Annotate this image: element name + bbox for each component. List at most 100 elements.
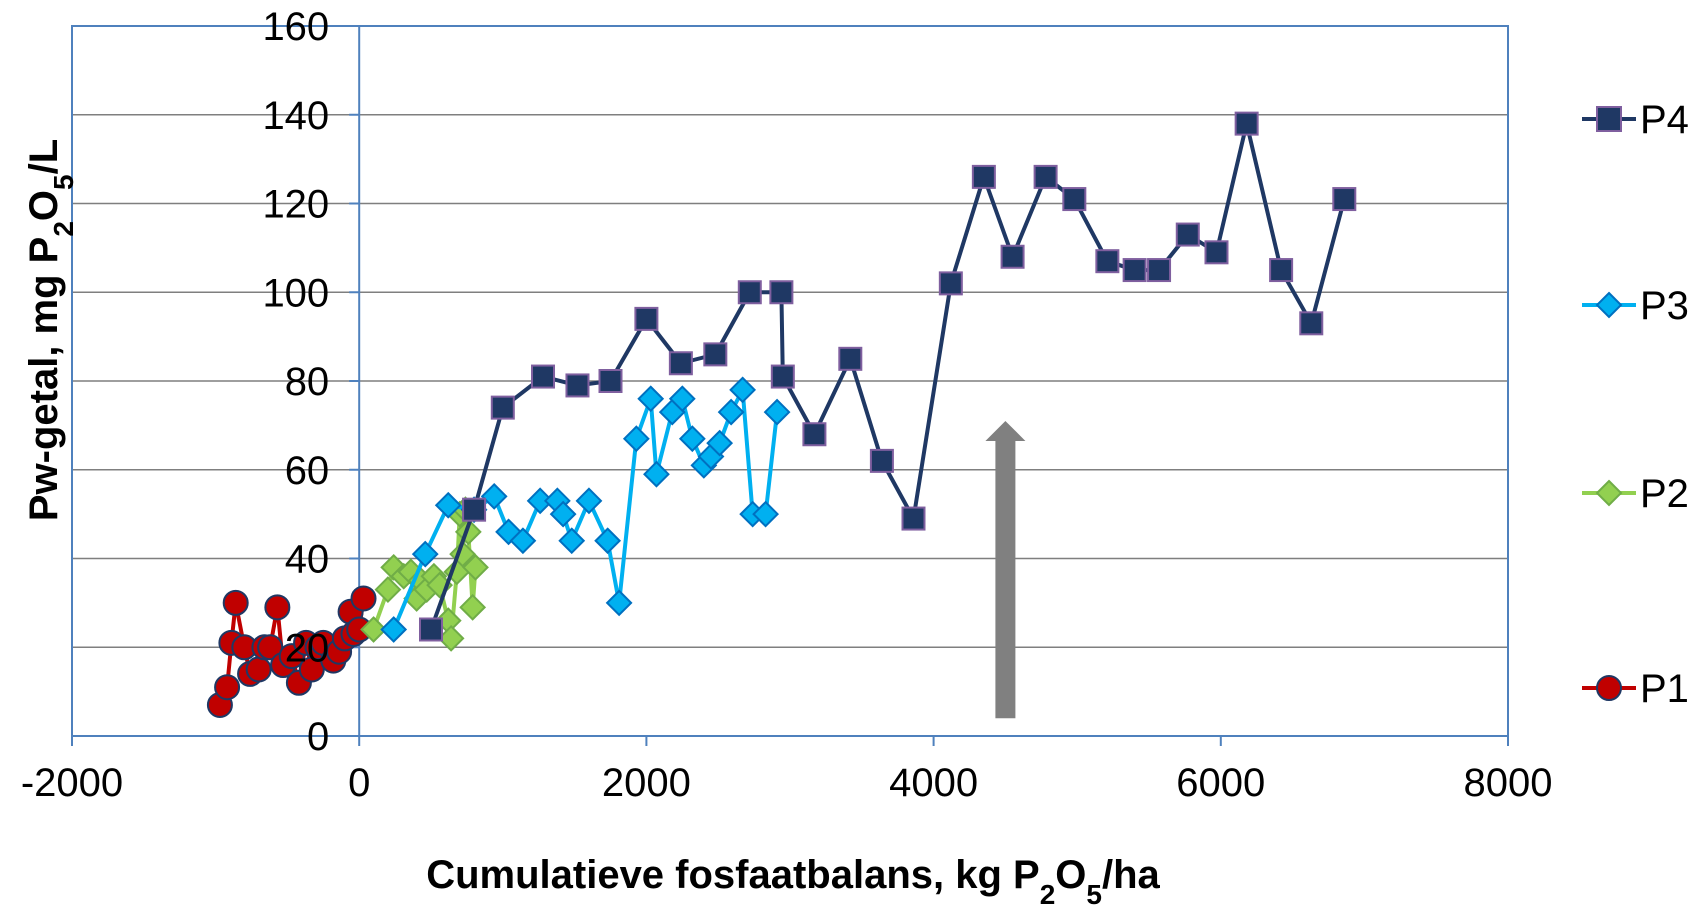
legend-item-p3: P3 bbox=[1582, 284, 1689, 328]
data-point bbox=[971, 164, 996, 189]
data-point bbox=[678, 425, 706, 453]
y-tick-label: 160 bbox=[262, 5, 329, 49]
data-point bbox=[594, 527, 622, 555]
data-point bbox=[1234, 111, 1259, 136]
data-point bbox=[634, 306, 659, 331]
data-point bbox=[480, 482, 508, 510]
data-point bbox=[1147, 258, 1172, 283]
legend-label: P1 bbox=[1640, 667, 1689, 711]
legend-label: P4 bbox=[1640, 98, 1689, 142]
legend-item-p1: P1 bbox=[1582, 667, 1689, 711]
series-line bbox=[391, 387, 780, 631]
data-point bbox=[598, 369, 623, 393]
data-point bbox=[490, 395, 515, 420]
data-point bbox=[419, 617, 443, 642]
x-tick-marks bbox=[71, 736, 1509, 746]
data-point bbox=[434, 491, 462, 519]
data-point bbox=[1000, 244, 1025, 269]
data-point bbox=[729, 376, 757, 404]
data-point bbox=[770, 364, 795, 389]
data-point bbox=[1033, 164, 1058, 189]
legend-marker bbox=[1596, 675, 1622, 701]
data-point bbox=[462, 553, 489, 581]
y-tick-label: 120 bbox=[262, 183, 329, 227]
data-point bbox=[214, 674, 241, 701]
x-tick-label: 4000 bbox=[889, 761, 978, 805]
legend-label: P3 bbox=[1640, 284, 1689, 328]
data-point bbox=[558, 527, 586, 555]
data-point bbox=[769, 280, 794, 305]
data-point bbox=[374, 576, 402, 603]
data-point bbox=[703, 342, 728, 367]
data-point bbox=[938, 271, 963, 296]
data-point bbox=[763, 398, 791, 426]
x-tick-label: 0 bbox=[348, 761, 370, 805]
x-tick-label: -2000 bbox=[21, 761, 123, 805]
legend-marker bbox=[1596, 106, 1622, 132]
data-point bbox=[380, 616, 408, 643]
data-point bbox=[643, 460, 670, 488]
y-tick-label: 140 bbox=[262, 94, 329, 138]
plot-area bbox=[71, 25, 1509, 737]
x-tick-label: 2000 bbox=[602, 761, 691, 805]
data-point bbox=[706, 429, 734, 457]
data-point bbox=[1062, 187, 1087, 212]
data-point bbox=[222, 589, 249, 616]
data-point bbox=[752, 500, 780, 528]
data-point bbox=[605, 589, 633, 617]
data-point bbox=[462, 497, 487, 522]
series-layer bbox=[206, 111, 1357, 718]
data-point bbox=[622, 425, 650, 453]
y-tick-label: 20 bbox=[285, 626, 330, 670]
data-point bbox=[437, 624, 465, 652]
data-point bbox=[565, 373, 590, 398]
data-point bbox=[360, 616, 387, 643]
data-point bbox=[245, 656, 272, 683]
x-tick-label: 8000 bbox=[1464, 761, 1553, 805]
data-point bbox=[668, 351, 693, 376]
data-point bbox=[637, 385, 665, 413]
data-point bbox=[264, 594, 291, 621]
legend-marker bbox=[1595, 479, 1623, 507]
data-point bbox=[257, 634, 284, 661]
data-point bbox=[459, 593, 487, 621]
data-point bbox=[350, 585, 377, 612]
x-tick-labels: -2000 0 2000 4000 6000 8000 bbox=[21, 761, 1553, 805]
data-point bbox=[1269, 258, 1294, 283]
legend-item-p2: P2 bbox=[1582, 472, 1689, 516]
data-point bbox=[509, 527, 537, 555]
data-point bbox=[1299, 311, 1324, 336]
data-point bbox=[869, 448, 894, 473]
x-axis-title: Cumulatieve fosfaatbalans, kg P2O5/ha bbox=[426, 853, 1160, 906]
data-point bbox=[717, 398, 745, 426]
data-point bbox=[549, 500, 577, 528]
data-point bbox=[531, 364, 556, 389]
series-p3 bbox=[380, 376, 791, 643]
y-tick-labels: 0 20 40 60 80 100 120 140 160 bbox=[262, 5, 329, 759]
data-point bbox=[1095, 249, 1120, 274]
y-tick-label: 60 bbox=[285, 449, 330, 493]
arrow-shaft bbox=[995, 438, 1016, 719]
legend-item-p4: P4 bbox=[1582, 98, 1689, 142]
legend: P4 P3 P2 P1 bbox=[1582, 98, 1689, 711]
data-point bbox=[737, 280, 762, 305]
y-tick-label: 80 bbox=[285, 360, 330, 404]
data-point bbox=[575, 487, 603, 515]
annotation-arrow bbox=[985, 420, 1026, 719]
data-point bbox=[838, 346, 863, 371]
y-tick-label: 0 bbox=[307, 715, 329, 759]
legend-label: P2 bbox=[1640, 472, 1689, 516]
arrow-head bbox=[985, 420, 1026, 441]
data-point bbox=[668, 385, 696, 413]
data-point bbox=[1122, 258, 1147, 283]
series-p4 bbox=[419, 111, 1357, 642]
data-point bbox=[1204, 240, 1229, 265]
y-axis-title: Pw-getal, mg P2O5/L bbox=[22, 139, 79, 521]
data-point bbox=[1332, 187, 1357, 212]
data-point bbox=[1175, 222, 1200, 247]
data-point bbox=[411, 540, 439, 568]
y-tick-label: 100 bbox=[262, 271, 329, 315]
series-p1 bbox=[206, 585, 377, 718]
y-tick-label: 40 bbox=[285, 538, 330, 582]
